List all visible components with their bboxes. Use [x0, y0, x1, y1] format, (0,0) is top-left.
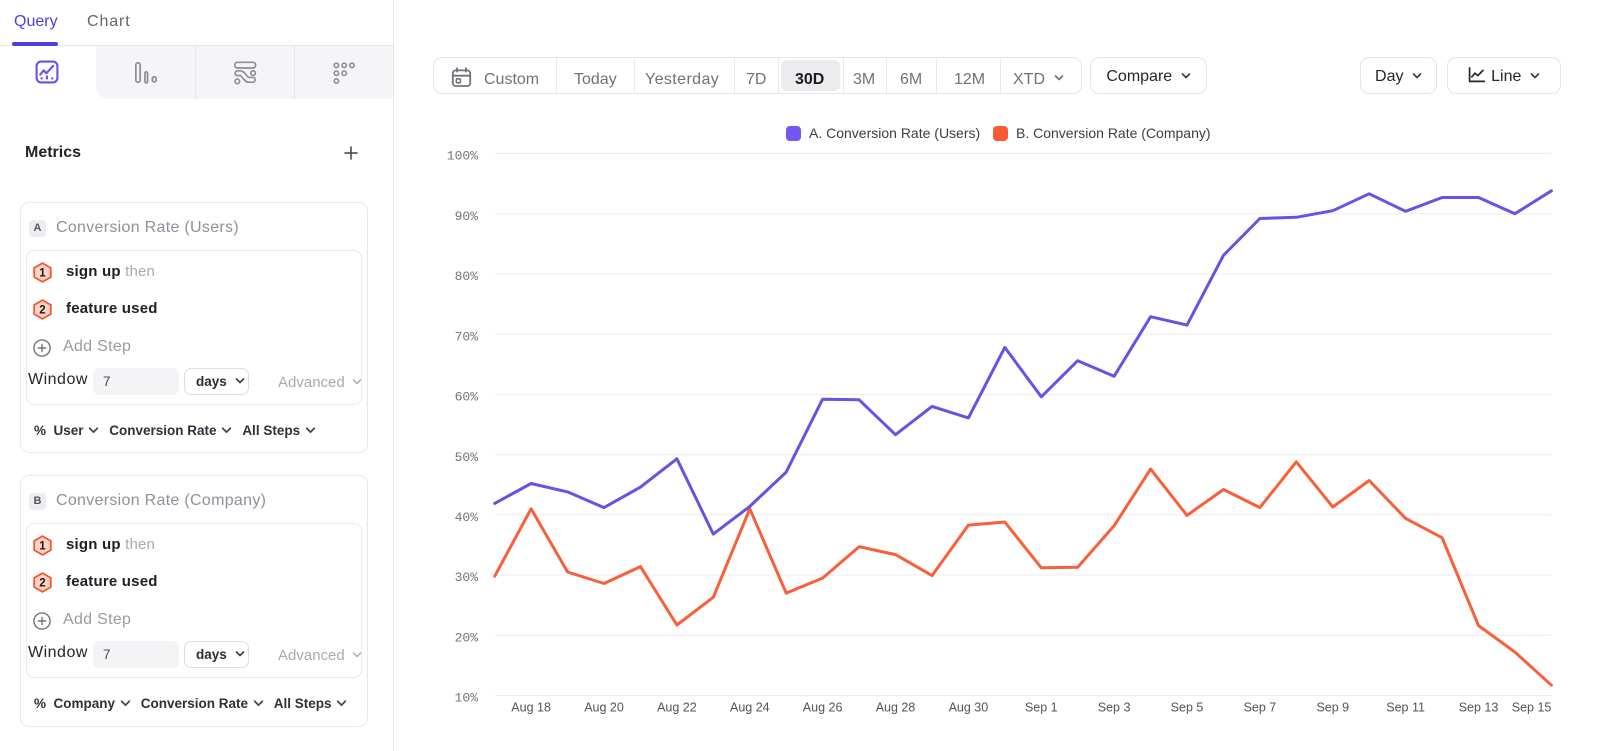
svg-text:Sep 5: Sep 5 [1171, 701, 1204, 715]
svg-text:Sep 13: Sep 13 [1459, 701, 1499, 715]
svg-text:100%: 100% [447, 149, 478, 164]
svg-text:Sep 9: Sep 9 [1316, 701, 1349, 715]
svg-text:Sep 1: Sep 1 [1025, 701, 1058, 715]
svg-text:1: 1 [39, 268, 46, 280]
svg-text:Sep 3: Sep 3 [1098, 701, 1131, 715]
svg-text:80%: 80% [455, 269, 479, 284]
svg-text:30%: 30% [455, 570, 479, 585]
svg-text:2: 2 [39, 578, 45, 590]
svg-text:1: 1 [39, 541, 46, 553]
svg-text:40%: 40% [455, 510, 479, 525]
svg-text:Aug 20: Aug 20 [584, 701, 624, 715]
svg-text:Aug 30: Aug 30 [949, 701, 989, 715]
svg-text:2: 2 [39, 305, 45, 317]
svg-text:70%: 70% [455, 329, 479, 344]
svg-text:10%: 10% [455, 691, 479, 706]
svg-text:Sep 15: Sep 15 [1512, 701, 1552, 715]
svg-text:Aug 26: Aug 26 [803, 701, 843, 715]
svg-text:90%: 90% [455, 209, 479, 224]
svg-text:Sep 11: Sep 11 [1386, 701, 1425, 715]
svg-text:Aug 24: Aug 24 [730, 701, 770, 715]
svg-text:Aug 22: Aug 22 [657, 701, 697, 715]
svg-text:Aug 28: Aug 28 [876, 701, 916, 715]
svg-text:20%: 20% [455, 631, 479, 646]
svg-text:Sep 7: Sep 7 [1244, 701, 1277, 715]
svg-text:50%: 50% [455, 450, 479, 465]
svg-text:60%: 60% [455, 390, 479, 405]
svg-text:Aug 18: Aug 18 [511, 701, 551, 715]
